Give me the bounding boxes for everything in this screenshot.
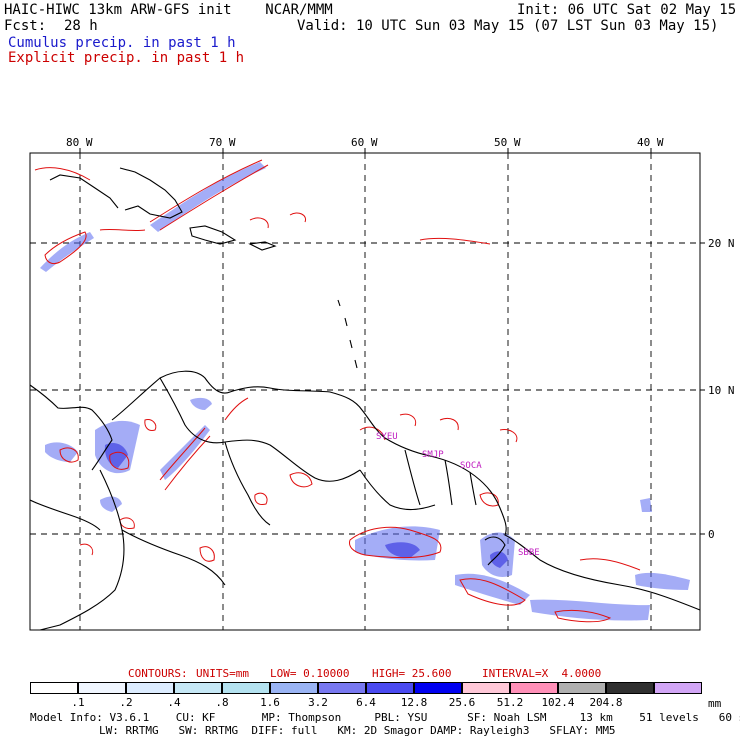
colorbar-tick-label: 102.4 [541, 696, 575, 709]
contours-interval: INTERVAL=X 4.0000 [482, 667, 602, 680]
station-syeu: SYEU [376, 432, 398, 442]
lon-label-50w: 50 W [494, 136, 521, 149]
contours-high: HIGH= 25.600 [372, 667, 452, 680]
colorbar-tick-label: .4 [167, 696, 181, 709]
valid-time: Valid: 10 UTC Sun 03 May 15 (07 LST Sun … [297, 18, 719, 34]
colorbar-cell [558, 682, 606, 694]
contours-units: UNITS=mm [196, 667, 249, 680]
explicit-contours [34, 159, 641, 623]
lon-label-80w: 80 W [66, 136, 93, 149]
colorbar-cell [30, 682, 78, 694]
lon-label-40w: 40 W [637, 136, 664, 149]
lon-label-60w: 60 W [351, 136, 378, 149]
colorbar-cell [222, 682, 270, 694]
colorbar-tick-label: 1.6 [260, 696, 280, 709]
forecast-label: Fcst: [4, 18, 47, 34]
lat-label-10n: 10 N [708, 384, 735, 397]
contours-title: CONTOURS: [128, 667, 188, 680]
colorbar-tick-label: 25.6 [448, 696, 476, 709]
model-info-line2: LW: RRTMG SW: RRTMG DIFF: full KM: 2D Sm… [99, 724, 616, 737]
colorbar-cell [414, 682, 462, 694]
station-soca: SOCA [460, 461, 482, 471]
graticule [30, 153, 700, 630]
colorbar-tick-label: 12.8 [400, 696, 428, 709]
colorbar-tick-label: .8 [215, 696, 229, 709]
colorbar-tick-label: .1 [71, 696, 85, 709]
colorbar-cell [318, 682, 366, 694]
station-smjp: SMJP [422, 450, 444, 460]
colorbar-unit: mm [708, 697, 722, 710]
colorbar-tick-label: 3.2 [308, 696, 328, 709]
colorbar-tick-label: 51.2 [496, 696, 524, 709]
cumulus-precip-label: Cumulus precip. in past 1 h [8, 35, 236, 51]
colorbar-cell [126, 682, 174, 694]
station-sbbe: SBBE [518, 548, 540, 558]
coastlines [29, 167, 701, 631]
colorbar-cell [270, 682, 318, 694]
colorbar-cell [174, 682, 222, 694]
forecast-hours: 28 h [64, 18, 98, 34]
colorbar-cell [606, 682, 654, 694]
init-time: Init: 06 UTC Sat 02 May 15 [517, 2, 737, 18]
lat-label-20n: 20 N [708, 237, 735, 250]
colorbar-tick-label: .2 [119, 696, 133, 709]
colorbar-tick-label: 6.4 [356, 696, 376, 709]
contours-low: LOW= 0.10000 [270, 667, 350, 680]
model-info-line1: Model Info: V3.6.1 CU: KF MP: Thompson P… [30, 711, 740, 724]
colorbar-cell [462, 682, 510, 694]
model-title: HAIC-HIWC 13km ARW-GFS init NCAR/MMM [4, 2, 333, 18]
lon-label-70w: 70 W [209, 136, 236, 149]
colorbar-cell [654, 682, 702, 694]
colorbar-cell [510, 682, 558, 694]
lat-label-0: 0 [708, 528, 715, 541]
colorbar-cell [78, 682, 126, 694]
colorbar-tick-label: 204.8 [589, 696, 623, 709]
colorbar-cell [366, 682, 414, 694]
explicit-precip-label: Explicit precip. in past 1 h [8, 50, 245, 66]
